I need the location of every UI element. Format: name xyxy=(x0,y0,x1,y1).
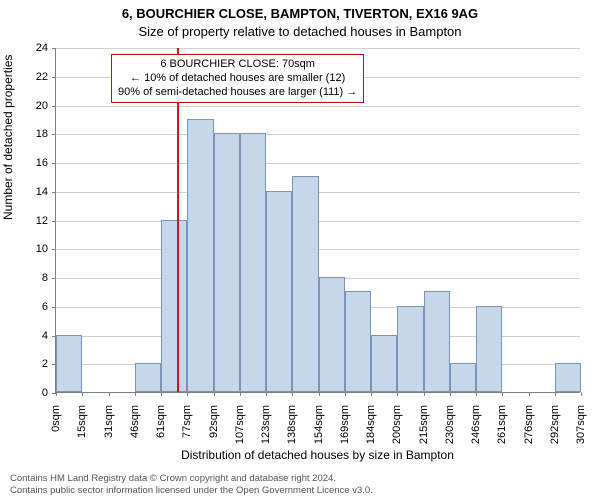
chart-title-address: 6, BOURCHIER CLOSE, BAMPTON, TIVERTON, E… xyxy=(0,6,600,21)
gridline xyxy=(56,134,580,135)
plot-area: 0sqm15sqm31sqm46sqm61sqm77sqm92sqm107sqm… xyxy=(55,48,580,393)
y-tick-label: 2 xyxy=(8,358,48,370)
annotation-box: 6 BOURCHIER CLOSE: 70sqm ← 10% of detach… xyxy=(111,54,364,103)
x-tick-mark xyxy=(555,392,556,396)
histogram-bar xyxy=(135,363,161,392)
y-tick-mark xyxy=(52,134,56,135)
x-tick-mark xyxy=(319,392,320,396)
chart-container: 6, BOURCHIER CLOSE, BAMPTON, TIVERTON, E… xyxy=(0,0,600,500)
x-tick-mark xyxy=(529,392,530,396)
y-tick-mark xyxy=(52,106,56,107)
y-tick-mark xyxy=(52,249,56,250)
gridline xyxy=(56,163,580,164)
histogram-bar xyxy=(319,277,345,392)
histogram-bar xyxy=(187,119,213,392)
histogram-bar xyxy=(292,176,318,392)
annotation-line2: ← 10% of detached houses are smaller (12… xyxy=(118,72,357,86)
y-tick-label: 0 xyxy=(8,387,48,399)
histogram-bar xyxy=(161,220,187,393)
chart-title-subtitle: Size of property relative to detached ho… xyxy=(0,24,600,39)
y-tick-label: 18 xyxy=(8,128,48,140)
histogram-bar xyxy=(266,191,292,392)
y-tick-label: 8 xyxy=(8,272,48,284)
annotation-line3: 90% of semi-detached houses are larger (… xyxy=(118,86,357,100)
x-tick-mark xyxy=(502,392,503,396)
y-tick-label: 22 xyxy=(8,71,48,83)
y-tick-label: 4 xyxy=(8,330,48,342)
histogram-bar xyxy=(371,335,397,393)
x-tick-mark xyxy=(240,392,241,396)
x-tick-mark xyxy=(109,392,110,396)
gridline xyxy=(56,48,580,49)
footer-line2: Contains public sector information licen… xyxy=(10,485,373,496)
y-tick-mark xyxy=(52,163,56,164)
histogram-bar xyxy=(450,363,476,392)
x-tick-mark xyxy=(214,392,215,396)
x-tick-mark xyxy=(135,392,136,396)
x-tick-mark xyxy=(476,392,477,396)
x-tick-mark xyxy=(371,392,372,396)
x-tick-mark xyxy=(187,392,188,396)
histogram-bar xyxy=(476,306,502,392)
histogram-bar xyxy=(240,133,266,392)
footer-line1: Contains HM Land Registry data © Crown c… xyxy=(10,473,373,484)
y-tick-mark xyxy=(52,48,56,49)
x-tick-mark xyxy=(397,392,398,396)
histogram-bar xyxy=(345,291,371,392)
x-tick-mark xyxy=(450,392,451,396)
histogram-bar xyxy=(424,291,450,392)
gridline xyxy=(56,106,580,107)
x-tick-mark xyxy=(424,392,425,396)
y-tick-mark xyxy=(52,77,56,78)
x-tick-mark xyxy=(581,392,582,396)
y-tick-mark xyxy=(52,221,56,222)
y-tick-mark xyxy=(52,192,56,193)
y-tick-label: 10 xyxy=(8,243,48,255)
annotation-line1: 6 BOURCHIER CLOSE: 70sqm xyxy=(118,58,357,72)
y-tick-label: 12 xyxy=(8,215,48,227)
x-tick-mark xyxy=(82,392,83,396)
footer-attribution: Contains HM Land Registry data © Crown c… xyxy=(10,473,373,496)
x-tick-mark xyxy=(292,392,293,396)
y-tick-mark xyxy=(52,307,56,308)
histogram-bar xyxy=(56,335,82,393)
x-tick-mark xyxy=(161,392,162,396)
histogram-bar xyxy=(555,363,581,392)
histogram-bar xyxy=(214,133,240,392)
x-axis-label: Distribution of detached houses by size … xyxy=(55,448,580,462)
y-tick-label: 20 xyxy=(8,100,48,112)
x-tick-mark xyxy=(345,392,346,396)
x-tick-mark xyxy=(266,392,267,396)
y-tick-label: 24 xyxy=(8,42,48,54)
histogram-bar xyxy=(397,306,423,392)
y-tick-label: 14 xyxy=(8,186,48,198)
y-tick-mark xyxy=(52,278,56,279)
y-tick-label: 6 xyxy=(8,301,48,313)
x-tick-mark xyxy=(56,392,57,396)
y-tick-label: 16 xyxy=(8,157,48,169)
